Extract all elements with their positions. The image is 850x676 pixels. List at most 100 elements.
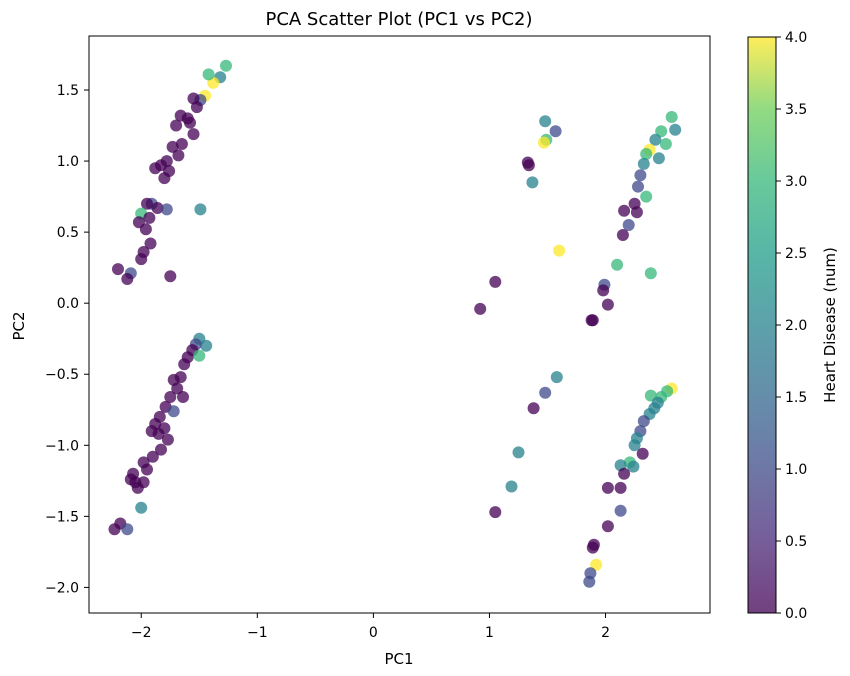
y-tick-label: 1.0 xyxy=(57,154,79,170)
scatter-point-121 xyxy=(636,447,649,460)
scatter-point-78 xyxy=(489,275,502,288)
scatter-point-109 xyxy=(489,506,502,519)
scatter-point-104 xyxy=(550,371,563,384)
scatter-point-101 xyxy=(601,298,614,311)
scatter-point-127 xyxy=(601,481,614,494)
scatter-point-12 xyxy=(187,128,200,141)
y-tick-label: −0.5 xyxy=(45,367,79,383)
x-axis-label: PC1 xyxy=(384,650,413,668)
scatter-point-0 xyxy=(220,59,232,72)
plot-area xyxy=(89,36,710,613)
scatter-point-96 xyxy=(616,229,629,241)
scatter-point-94 xyxy=(618,204,631,217)
scatter-point-38 xyxy=(200,339,213,352)
scatter-point-91 xyxy=(640,190,653,203)
scatter-point-128 xyxy=(614,504,627,517)
chart-title: PCA Scatter Plot (PC1 vs PC2) xyxy=(265,9,532,30)
scatter-point-73 xyxy=(538,136,550,149)
y-tick-label: 1.5 xyxy=(57,83,79,99)
colorbar-tick-label: 2.0 xyxy=(785,318,807,334)
scatter-point-11 xyxy=(184,116,196,129)
scatter-point-126 xyxy=(614,481,627,494)
scatter-point-106 xyxy=(527,402,540,415)
scatter-point-131 xyxy=(586,541,599,554)
scatter-point-48 xyxy=(177,391,189,403)
scatter-point-107 xyxy=(512,446,525,459)
scatter-point-47 xyxy=(164,391,177,403)
scatter-point-3 xyxy=(202,68,215,81)
scatter-point-31 xyxy=(135,253,148,266)
scatter-point-88 xyxy=(637,157,650,170)
colorbar-tick-label: 3.0 xyxy=(785,174,807,190)
scatter-point-18 xyxy=(149,162,162,175)
scatter-point-117 xyxy=(637,415,650,428)
y-axis-ticks: −2.0 −1.5 −1.0 −0.5 0.0 0.5 1.0 1.5 xyxy=(45,83,89,596)
scatter-point-100 xyxy=(597,284,610,297)
y-tick-label: −1.5 xyxy=(45,509,79,525)
scatter-point-98 xyxy=(644,267,657,280)
scatter-point-65 xyxy=(131,481,144,494)
scatter-point-68 xyxy=(108,523,121,536)
scatter-point-50 xyxy=(167,405,180,418)
scatter-point-36 xyxy=(194,203,207,216)
scatter-point-25 xyxy=(160,203,173,216)
y-tick-label: −2.0 xyxy=(45,580,79,596)
plot-frame xyxy=(88,35,711,614)
scatter-point-29 xyxy=(144,237,157,250)
scatter-point-69 xyxy=(121,523,134,536)
scatter-point-32 xyxy=(112,263,124,276)
x-tick-label: −1 xyxy=(247,625,268,641)
scatter-point-134 xyxy=(583,575,596,588)
scatter-point-23 xyxy=(151,202,164,214)
colorbar-tick-label: 3.5 xyxy=(785,102,807,118)
scatter-point-46 xyxy=(171,382,184,395)
scatter-point-93 xyxy=(630,206,643,219)
colorbar-label: Heart Disease (num) xyxy=(821,247,839,403)
scatter-point-105 xyxy=(539,386,552,399)
scatter-point-66 xyxy=(135,501,148,514)
scatter-point-75 xyxy=(521,156,534,169)
scatter-point-58 xyxy=(146,450,159,463)
scatter-point-132 xyxy=(590,558,603,571)
scatter-point-125 xyxy=(618,467,631,480)
scatter-point-28 xyxy=(139,223,152,236)
x-tick-label: −2 xyxy=(131,625,152,641)
scatter-point-20 xyxy=(158,172,171,185)
scatter-point-14 xyxy=(166,140,179,153)
y-tick-label: 0.5 xyxy=(57,225,79,241)
colorbar-tick-label: 0.5 xyxy=(785,534,807,550)
scatter-point-41 xyxy=(193,349,206,362)
points-layer xyxy=(108,59,682,588)
scatter-point-77 xyxy=(553,244,566,257)
scatter-point-97 xyxy=(611,258,624,271)
scatter-point-57 xyxy=(155,443,167,456)
scatter-point-87 xyxy=(652,152,665,165)
scatter-point-71 xyxy=(549,125,562,138)
scatter-point-35 xyxy=(164,270,177,283)
colorbar-tick-label: 4.0 xyxy=(785,30,807,46)
scatter-point-89 xyxy=(634,169,647,182)
scatter-point-16 xyxy=(172,149,185,162)
scatter-point-108 xyxy=(505,480,518,493)
colorbar-gradient xyxy=(748,37,776,613)
x-tick-label: 2 xyxy=(601,625,610,641)
scatter-point-83 xyxy=(649,133,662,146)
scatter-point-7 xyxy=(190,101,203,114)
scatter-point-76 xyxy=(526,176,539,189)
colorbar-tick-label: 1.5 xyxy=(785,390,807,406)
y-tick-label: −1.0 xyxy=(45,438,79,454)
colorbar-tick-label: 2.5 xyxy=(785,246,807,262)
scatter-point-56 xyxy=(161,433,174,446)
colorbar-tick-label: 0.0 xyxy=(785,606,807,622)
y-axis-label: PC2 xyxy=(10,311,28,340)
scatter-point-95 xyxy=(622,219,635,231)
scatter-point-80 xyxy=(665,111,678,123)
scatter-point-79 xyxy=(474,302,487,315)
scatter-point-123 xyxy=(627,460,640,473)
scatter-point-60 xyxy=(141,463,153,476)
scatter-point-34 xyxy=(121,273,134,285)
scatter-point-82 xyxy=(655,125,668,138)
scatter-point-84 xyxy=(659,138,672,150)
scatter-point-55 xyxy=(152,427,165,440)
